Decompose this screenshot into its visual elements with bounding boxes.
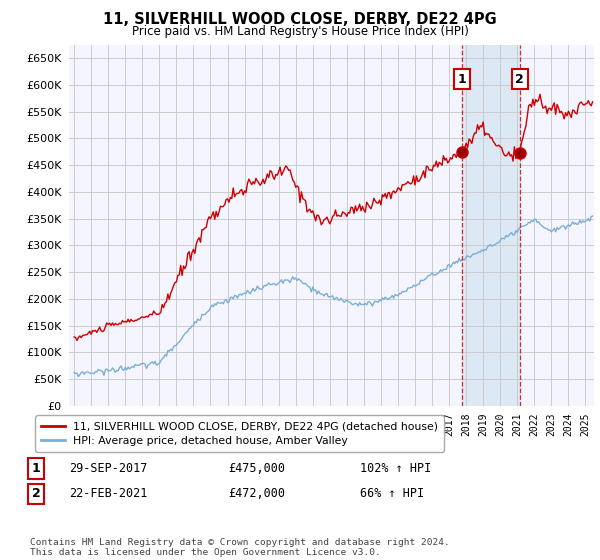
Text: 102% ↑ HPI: 102% ↑ HPI <box>360 462 431 475</box>
Text: £472,000: £472,000 <box>228 487 285 501</box>
Text: 1: 1 <box>458 73 466 86</box>
Text: Price paid vs. HM Land Registry's House Price Index (HPI): Price paid vs. HM Land Registry's House … <box>131 25 469 38</box>
Text: 29-SEP-2017: 29-SEP-2017 <box>69 462 148 475</box>
Text: 2: 2 <box>515 73 524 86</box>
Text: 1: 1 <box>32 462 40 475</box>
Text: 2: 2 <box>32 487 40 501</box>
Text: 11, SILVERHILL WOOD CLOSE, DERBY, DE22 4PG: 11, SILVERHILL WOOD CLOSE, DERBY, DE22 4… <box>103 12 497 27</box>
Legend: 11, SILVERHILL WOOD CLOSE, DERBY, DE22 4PG (detached house), HPI: Average price,: 11, SILVERHILL WOOD CLOSE, DERBY, DE22 4… <box>35 416 444 452</box>
Text: 66% ↑ HPI: 66% ↑ HPI <box>360 487 424 501</box>
Bar <box>462 45 520 406</box>
Text: Contains HM Land Registry data © Crown copyright and database right 2024.
This d: Contains HM Land Registry data © Crown c… <box>30 538 450 557</box>
Text: 22-FEB-2021: 22-FEB-2021 <box>69 487 148 501</box>
Text: £475,000: £475,000 <box>228 462 285 475</box>
